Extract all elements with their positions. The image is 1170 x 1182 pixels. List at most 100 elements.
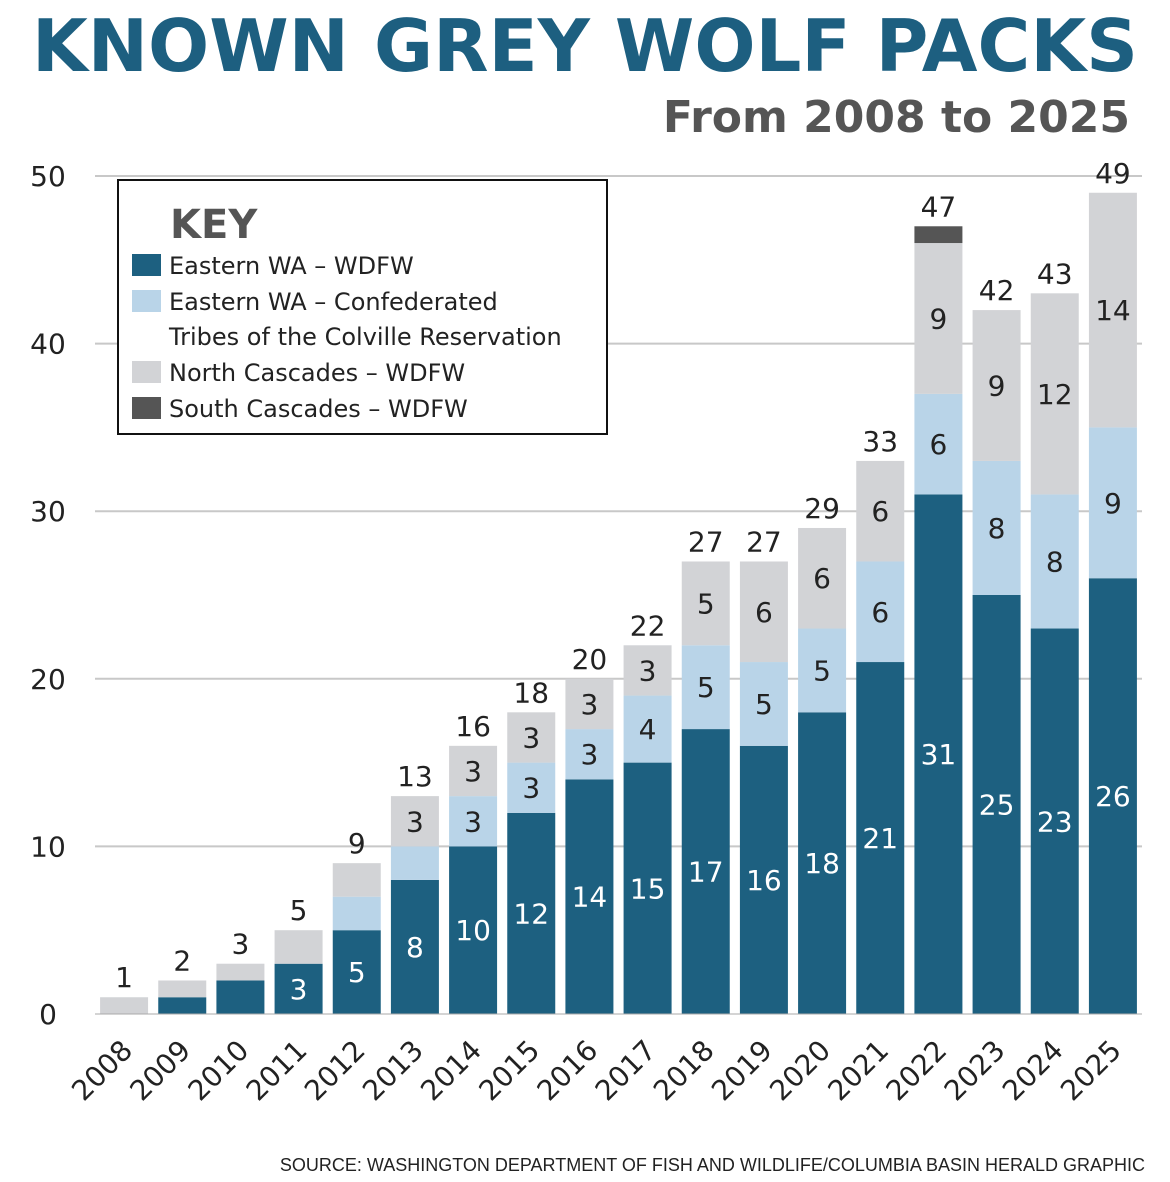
total-label-2008: 1 — [115, 961, 133, 994]
segment-label-2024-series-2: 12 — [1037, 378, 1073, 411]
y-tick-label: 30 — [30, 495, 66, 528]
total-label-2011: 5 — [290, 894, 308, 927]
segment-label-2019-series-2: 6 — [755, 596, 773, 629]
total-label-2024: 43 — [1037, 257, 1073, 290]
bar-2018-series-0 — [681, 729, 730, 1014]
bar-2013-series-0 — [390, 879, 439, 1014]
x-tick-label-2019: 2019 — [705, 1034, 779, 1108]
segment-label-2022-series-0: 31 — [921, 738, 957, 771]
chart-subtitle: From 2008 to 2025 — [662, 92, 1130, 143]
bar-2012-series-0 — [332, 930, 381, 1014]
segment-label-2020-series-0: 18 — [804, 847, 840, 880]
bar-2016-series-0 — [565, 779, 614, 1014]
bar-2012-series-2 — [332, 863, 381, 897]
bar-2022-series-0 — [914, 494, 963, 1014]
bar-2018-series-1 — [681, 645, 730, 730]
x-tick-label-2014: 2014 — [414, 1034, 488, 1108]
bar-2025-series-0 — [1088, 578, 1137, 1014]
bar-2023-series-0 — [972, 595, 1021, 1014]
bar-2022-series-3 — [914, 226, 963, 244]
x-tick-label-2022: 2022 — [880, 1034, 954, 1108]
x-tick-label-2016: 2016 — [531, 1034, 605, 1108]
segment-label-2013-series-2: 3 — [406, 805, 424, 838]
segment-label-2017-series-0: 15 — [630, 872, 666, 905]
bar-2021-series-1 — [856, 561, 905, 663]
x-tick-label-2009: 2009 — [123, 1034, 197, 1108]
bar-2013-series-1 — [390, 846, 439, 880]
x-tick-label-2017: 2017 — [589, 1034, 663, 1108]
y-tick-label: 0 — [39, 998, 57, 1031]
segment-label-2015-series-1: 3 — [522, 772, 540, 805]
x-tick-label-2013: 2013 — [356, 1034, 430, 1108]
total-label-2017: 22 — [630, 609, 666, 642]
total-label-2016: 20 — [572, 643, 608, 676]
bar-2019-series-0 — [739, 745, 788, 1014]
segment-label-2013-series-0: 8 — [406, 931, 424, 964]
total-label-2019: 27 — [746, 525, 782, 558]
bar-2022-series-2 — [914, 243, 963, 394]
segment-label-2014-series-1: 3 — [464, 805, 482, 838]
segment-label-2025-series-2: 14 — [1095, 294, 1131, 327]
segment-label-2025-series-1: 9 — [1104, 487, 1122, 520]
bar-2015-series-1 — [507, 762, 556, 813]
segment-label-2018-series-1: 5 — [697, 671, 715, 704]
bar-2015-series-2 — [507, 712, 556, 763]
segment-label-2022-series-2: 9 — [930, 302, 948, 335]
segment-label-2024-series-0: 23 — [1037, 805, 1073, 838]
x-tick-label-2023: 2023 — [938, 1034, 1012, 1108]
total-label-2012: 9 — [348, 827, 366, 860]
x-tick-label-2012: 2012 — [298, 1034, 372, 1108]
segment-label-2015-series-0: 12 — [513, 897, 549, 930]
legend: KEY Eastern WA – WDFW Eastern WA – Confede… — [117, 179, 608, 435]
bar-2013-series-2 — [390, 796, 439, 847]
bar-2022-series-1 — [914, 393, 963, 495]
segment-label-2021-series-2: 6 — [871, 495, 889, 528]
segment-label-2011-series-0: 3 — [290, 973, 308, 1006]
segment-label-2025-series-0: 26 — [1095, 780, 1131, 813]
legend-label-1: Eastern WA – Confederated — [169, 288, 498, 316]
bar-2011-series-2 — [274, 930, 323, 964]
bar-2023-series-1 — [972, 460, 1021, 595]
total-label-2014: 16 — [455, 710, 491, 743]
x-tick-label-2011: 2011 — [240, 1034, 314, 1108]
bar-2025-series-2 — [1088, 192, 1137, 428]
legend-label-3: South Cascades – WDFW — [169, 395, 468, 423]
legend-swatch-1 — [132, 290, 161, 312]
bar-2021-series-0 — [856, 662, 905, 1014]
segment-label-2023-series-1: 8 — [988, 512, 1006, 545]
bar-2016-series-2 — [565, 678, 614, 730]
total-label-2010: 3 — [232, 928, 250, 961]
bar-2021-series-2 — [856, 460, 905, 562]
segment-label-2023-series-0: 25 — [979, 789, 1015, 822]
bar-2017-series-0 — [623, 762, 672, 1014]
bar-2025-series-1 — [1088, 427, 1137, 579]
x-tick-label-2025: 2025 — [1054, 1034, 1128, 1108]
total-label-2021: 33 — [862, 425, 898, 458]
bar-2008-series-2 — [100, 997, 149, 1014]
segment-label-2020-series-2: 6 — [813, 562, 831, 595]
total-label-2023: 42 — [979, 274, 1015, 307]
x-tick-label-2015: 2015 — [472, 1034, 546, 1108]
legend-label-2: North Cascades – WDFW — [169, 359, 465, 387]
bar-2014-series-0 — [449, 846, 498, 1014]
segment-label-2018-series-2: 5 — [697, 587, 715, 620]
gridlines: 0 10 20 30 40 50 — [30, 160, 1142, 1031]
bar-2009-series-2 — [158, 980, 207, 998]
legend-swatch-2 — [132, 361, 161, 383]
bar-2024-series-1 — [1030, 494, 1079, 629]
y-tick-label: 10 — [30, 830, 66, 863]
segment-label-2012-series-0: 5 — [348, 956, 366, 989]
segment-label-2017-series-2: 3 — [639, 654, 657, 687]
x-tick-label-2008: 2008 — [65, 1034, 139, 1108]
segment-label-2021-series-1: 6 — [871, 596, 889, 629]
x-tick-label-2021: 2021 — [821, 1034, 895, 1108]
total-label-2025: 49 — [1095, 157, 1131, 190]
bar-2018-series-2 — [681, 561, 730, 646]
y-tick-label: 50 — [30, 160, 66, 193]
segment-label-2014-series-0: 10 — [455, 914, 491, 947]
bar-2010-series-0 — [216, 980, 265, 1014]
bar-2019-series-2 — [739, 561, 788, 663]
bar-2024-series-0 — [1030, 628, 1079, 1014]
legend-swatch-3 — [132, 397, 161, 419]
